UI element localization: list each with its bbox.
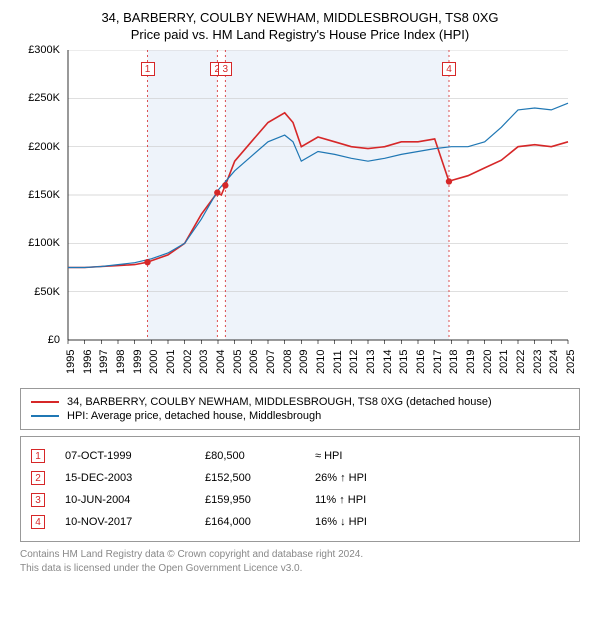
line-chart <box>20 50 580 380</box>
chart-area: £0£50K£100K£150K£200K£250K£300K 19951996… <box>20 50 580 380</box>
chart-title: 34, BARBERRY, COULBY NEWHAM, MIDDLESBROU… <box>10 10 590 25</box>
x-axis-label: 2011 <box>332 350 344 374</box>
footer-line-2: This data is licensed under the Open Gov… <box>20 562 590 576</box>
legend-label: HPI: Average price, detached house, Midd… <box>67 410 321 422</box>
x-axis-label: 2003 <box>198 350 210 374</box>
chart-container: 34, BARBERRY, COULBY NEWHAM, MIDDLESBROU… <box>10 10 590 576</box>
transaction-row: 3 10-JUN-2004£159,95011% ↑ HPI <box>31 489 569 511</box>
x-axis-label: 2015 <box>398 350 410 374</box>
transaction-price: £164,000 <box>205 516 315 528</box>
sale-marker-1: 1 <box>141 62 155 76</box>
x-axis-label: 2005 <box>232 350 244 374</box>
legend-swatch <box>31 415 59 416</box>
transaction-price: £159,950 <box>205 494 315 506</box>
transaction-delta: 11% ↑ HPI <box>315 494 425 506</box>
x-axis-label: 2018 <box>448 350 460 374</box>
x-axis-label: 1996 <box>82 350 94 374</box>
y-axis-label: £300K <box>20 44 60 56</box>
x-axis-label: 1995 <box>65 350 77 374</box>
transaction-price: £80,500 <box>205 450 315 462</box>
transaction-delta: ≈ HPI <box>315 450 425 462</box>
transaction-row: 4 10-NOV-2017£164,00016% ↓ HPI <box>31 511 569 533</box>
x-axis-label: 2010 <box>315 350 327 374</box>
x-axis-label: 2013 <box>365 350 377 374</box>
x-axis-label: 2019 <box>465 350 477 374</box>
x-axis-label: 2009 <box>298 350 310 374</box>
transaction-row: 2 15-DEC-2003£152,50026% ↑ HPI <box>31 467 569 489</box>
x-axis-label: 2020 <box>482 350 494 374</box>
legend: 34, BARBERRY, COULBY NEWHAM, MIDDLESBROU… <box>20 388 580 430</box>
y-axis-label: £50K <box>20 286 60 298</box>
x-axis-label: 2022 <box>515 350 527 374</box>
title-block: 34, BARBERRY, COULBY NEWHAM, MIDDLESBROU… <box>10 10 590 42</box>
transaction-marker: 1 <box>31 449 45 463</box>
x-axis-label: 2008 <box>282 350 294 374</box>
legend-item: HPI: Average price, detached house, Midd… <box>31 409 569 423</box>
x-axis-label: 2025 <box>565 350 577 374</box>
y-axis-label: £250K <box>20 92 60 104</box>
x-axis-label: 1997 <box>98 350 110 374</box>
x-axis-label: 2007 <box>265 350 277 374</box>
transaction-date: 15-DEC-2003 <box>65 472 205 484</box>
x-axis-label: 1999 <box>132 350 144 374</box>
x-axis-label: 2016 <box>415 350 427 374</box>
transaction-marker: 3 <box>31 493 45 507</box>
sale-marker-4: 4 <box>442 62 456 76</box>
legend-label: 34, BARBERRY, COULBY NEWHAM, MIDDLESBROU… <box>67 396 492 408</box>
transaction-delta: 16% ↓ HPI <box>315 516 425 528</box>
x-axis-label: 1998 <box>115 350 127 374</box>
footer-attribution: Contains HM Land Registry data © Crown c… <box>20 548 590 576</box>
y-axis-label: £150K <box>20 189 60 201</box>
transaction-date: 10-NOV-2017 <box>65 516 205 528</box>
transaction-date: 10-JUN-2004 <box>65 494 205 506</box>
x-axis-label: 2000 <box>148 350 160 374</box>
legend-swatch <box>31 401 59 403</box>
y-axis-label: £0 <box>20 334 60 346</box>
x-axis-label: 2024 <box>548 350 560 374</box>
transaction-delta: 26% ↑ HPI <box>315 472 425 484</box>
legend-item: 34, BARBERRY, COULBY NEWHAM, MIDDLESBROU… <box>31 395 569 409</box>
x-axis-label: 2004 <box>215 350 227 374</box>
y-axis-label: £200K <box>20 141 60 153</box>
chart-subtitle: Price paid vs. HM Land Registry's House … <box>10 27 590 42</box>
transaction-date: 07-OCT-1999 <box>65 450 205 462</box>
transaction-marker: 4 <box>31 515 45 529</box>
footer-line-1: Contains HM Land Registry data © Crown c… <box>20 548 590 562</box>
y-axis-label: £100K <box>20 237 60 249</box>
x-axis-label: 2014 <box>382 350 394 374</box>
transaction-marker: 2 <box>31 471 45 485</box>
sale-marker-3: 3 <box>218 62 232 76</box>
x-axis-label: 2006 <box>248 350 260 374</box>
transactions-table: 1 07-OCT-1999£80,500≈ HPI 2 15-DEC-2003£152… <box>20 436 580 542</box>
x-axis-label: 2001 <box>165 350 177 374</box>
transaction-row: 1 07-OCT-1999£80,500≈ HPI <box>31 445 569 467</box>
transaction-price: £152,500 <box>205 472 315 484</box>
x-axis-label: 2017 <box>432 350 444 374</box>
x-axis-label: 2002 <box>182 350 194 374</box>
x-axis-label: 2023 <box>532 350 544 374</box>
x-axis-label: 2012 <box>348 350 360 374</box>
x-axis-label: 2021 <box>498 350 510 374</box>
